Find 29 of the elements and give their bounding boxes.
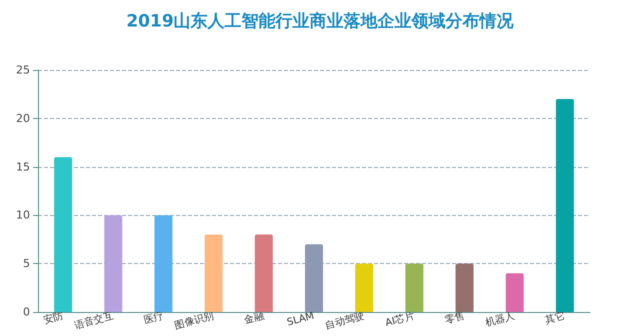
y-tick-label: 5 [23, 257, 30, 270]
chart-title: 2019山东人工智能行业商业落地企业领域分布情况 [126, 12, 515, 32]
bar [254, 234, 273, 312]
y-tick-label: 0 [23, 306, 30, 318]
x-tick-label: 医疗 [142, 310, 165, 326]
bar [456, 264, 474, 312]
x-tick-label: 金融 [242, 310, 266, 326]
x-tick-label: SLAM [286, 310, 316, 328]
bar [104, 215, 122, 312]
bar [54, 157, 72, 312]
bar [405, 264, 424, 312]
bar [556, 99, 574, 312]
y-tick-label: 15 [16, 160, 30, 174]
x-tick-label: 语音交互 [72, 310, 115, 332]
y-tick-label: 25 [16, 64, 30, 76]
x-tick-label: 自动驾驶 [324, 310, 366, 332]
x-tick-label: 其它 [544, 310, 566, 326]
bar [355, 264, 374, 312]
bar [305, 244, 323, 312]
x-tick-label: 图像识别 [173, 310, 216, 332]
x-tick-label: 零售 [444, 310, 466, 326]
bar [204, 234, 223, 312]
x-tick-label: 安防 [42, 310, 65, 326]
y-tick-label: 10 [16, 208, 30, 222]
y-tick-label: 20 [16, 112, 30, 125]
bar [506, 273, 524, 312]
x-tick-label: 机器人 [484, 310, 516, 330]
bar [154, 215, 172, 312]
x-tick-label: AI芯片 [384, 310, 416, 330]
